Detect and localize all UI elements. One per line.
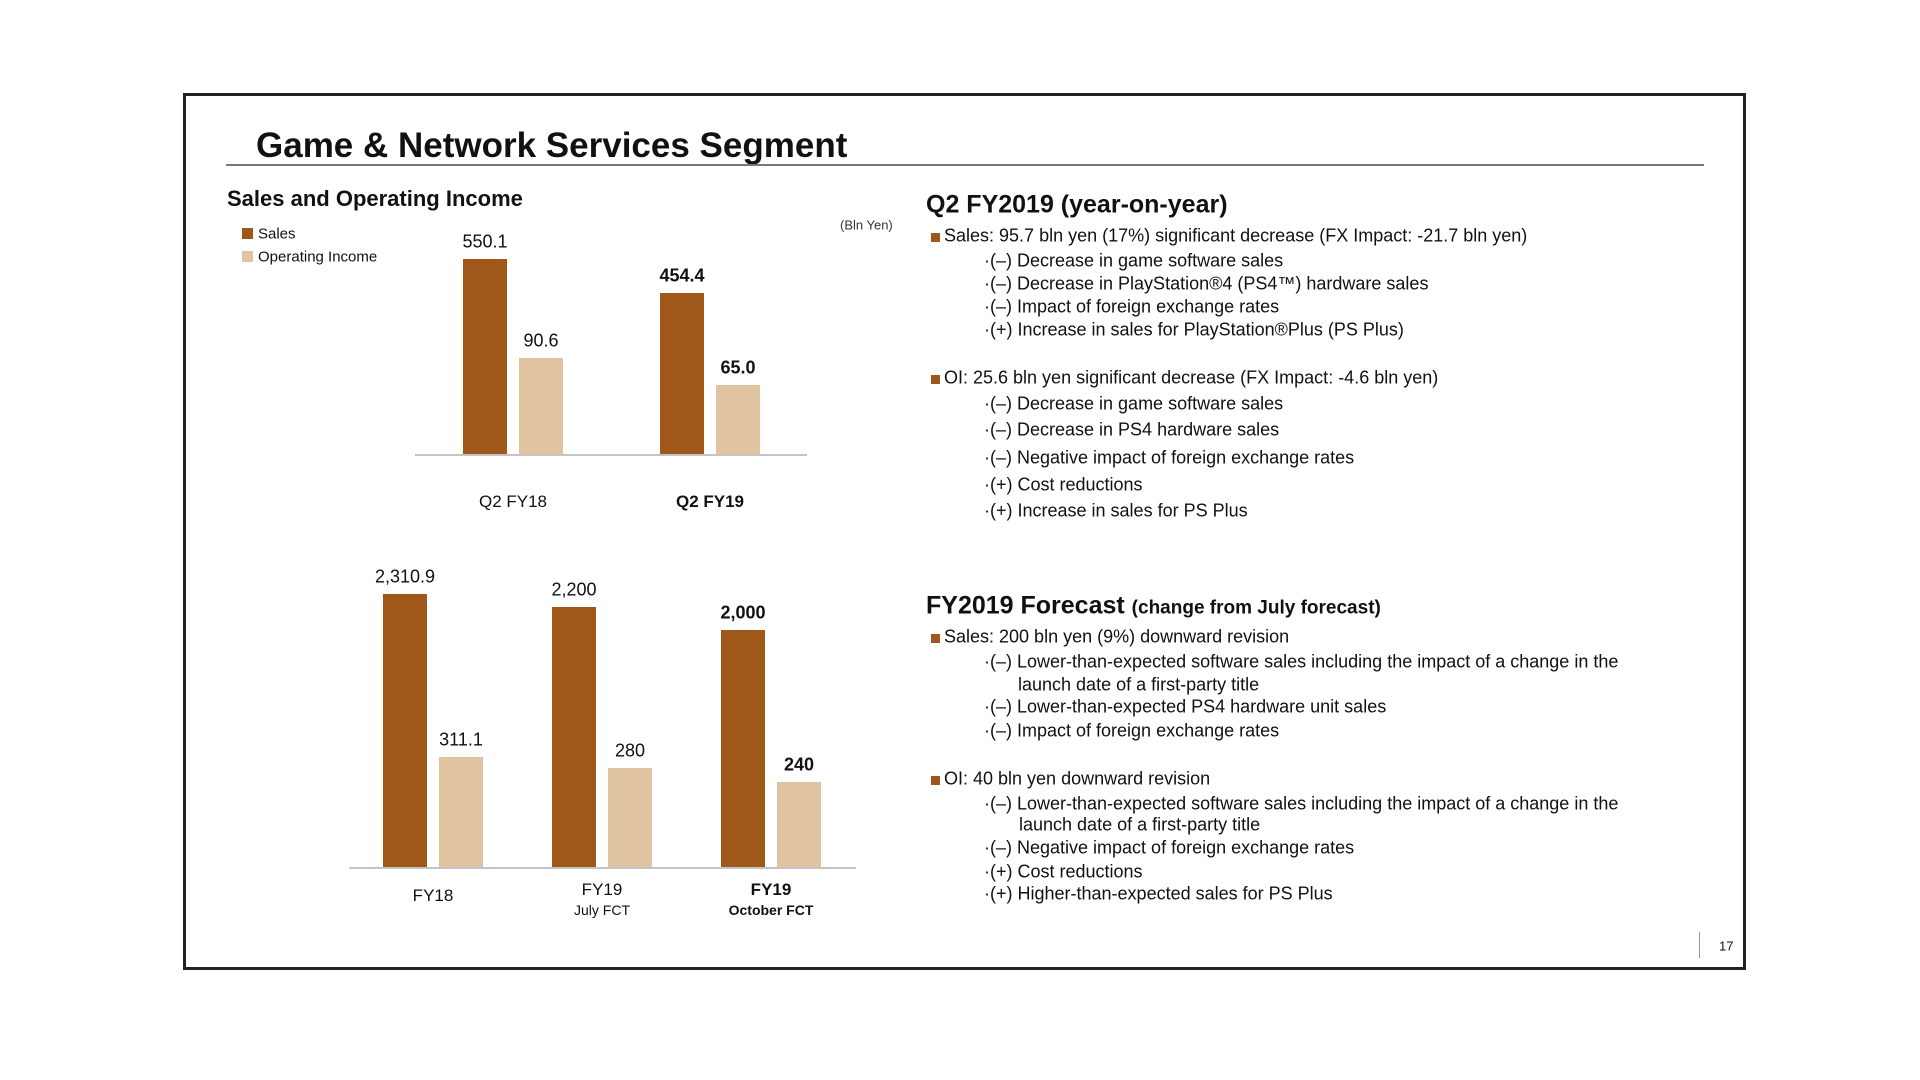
- data-label: 550.1: [462, 231, 508, 252]
- page-number: 17: [1719, 938, 1734, 954]
- data-label: 240: [783, 754, 815, 775]
- forecast-sales-item: launch date of a first-party title: [1018, 674, 1260, 695]
- bullet-square-icon: [931, 375, 940, 384]
- unit-label: (Bln Yen): [840, 217, 893, 233]
- bullet-square-icon: [931, 634, 940, 643]
- bar-operating-income: [519, 357, 563, 454]
- forecast-oi-headline: OI: 40 bln yen downward revision: [944, 768, 1211, 789]
- data-label: 2,200: [551, 579, 597, 600]
- chart-section-title: Sales and Operating Income: [227, 186, 523, 211]
- legend-label-sales: Sales: [258, 225, 296, 243]
- q2-sales-item: ·(–) Decrease in PlayStation®4 (PS4™) ha…: [984, 273, 1429, 294]
- bullet-square-icon: [931, 233, 940, 242]
- q2-oi-item: ·(–) Negative impact of foreign exchange…: [984, 447, 1355, 468]
- q2-oi-item: ·(–) Decrease in PS4 hardware sales: [984, 419, 1280, 440]
- bar-sales: [463, 258, 507, 454]
- forecast-oi-item: ·(–) Lower-than-expected software sales …: [984, 793, 1619, 814]
- forecast-oi-item: launch date of a first-party title: [1019, 814, 1261, 835]
- forecast-oi-item: ·(+) Cost reductions: [984, 861, 1143, 882]
- data-label: 311.1: [439, 729, 483, 750]
- forecast-oi-item: ·(–) Negative impact of foreign exchange…: [984, 837, 1355, 858]
- forecast-sales-item: ·(–) Lower-than-expected software sales …: [984, 651, 1619, 672]
- bar-sales: [552, 606, 596, 867]
- data-label: 2,310.9: [374, 566, 436, 587]
- data-label: 90.6: [523, 330, 559, 351]
- x-tick-label: Q2 FY18: [478, 492, 548, 511]
- q2-oi-headline: OI: 25.6 bln yen significant decrease (F…: [944, 367, 1439, 388]
- data-label: 2,000: [720, 602, 766, 623]
- bar-sales: [721, 630, 765, 867]
- bar-sales: [383, 593, 427, 867]
- legend-label-operating-income: Operating Income: [258, 248, 378, 266]
- slide-title: Game & Network Services Segment: [256, 126, 848, 165]
- bar-operating-income: [777, 782, 821, 867]
- x-tick-label: Q2 FY19: [675, 492, 745, 511]
- x-tick-sublabel: October FCT: [728, 902, 814, 918]
- title-underline: [226, 164, 1704, 166]
- data-label: 65.0: [720, 357, 756, 378]
- page-number-divider: [1699, 932, 1700, 958]
- q2-sales-headline: Sales: 95.7 bln yen (17%) significant de…: [944, 225, 1528, 246]
- legend-swatch-operating-income: [242, 251, 253, 262]
- slide-frame: [183, 93, 1746, 970]
- forecast-sales-item: ·(–) Lower-than-expected PS4 hardware un…: [984, 696, 1387, 717]
- x-axis-line: [415, 454, 807, 456]
- forecast-heading-note: (change from July forecast): [1131, 597, 1381, 619]
- q2-sales-item: ·(–) Impact of foreign exchange rates: [984, 296, 1280, 317]
- x-axis-line: [349, 867, 856, 869]
- bar-operating-income: [439, 756, 483, 867]
- bar-sales: [660, 292, 704, 454]
- bullet-square-icon: [931, 776, 940, 785]
- q2-oi-item: ·(+) Increase in sales for PS Plus: [984, 500, 1248, 521]
- forecast-sales-headline: Sales: 200 bln yen (9%) downward revisio…: [944, 626, 1290, 647]
- forecast-sales-item: ·(–) Impact of foreign exchange rates: [984, 720, 1280, 741]
- x-tick-sublabel: July FCT: [574, 902, 630, 918]
- forecast-heading-text: FY2019 Forecast: [926, 591, 1125, 620]
- forecast-oi-item: ·(+) Higher-than-expected sales for PS P…: [984, 883, 1333, 904]
- q2-sales-item: ·(–) Decrease in game software sales: [984, 250, 1284, 271]
- data-label: 280: [614, 740, 646, 761]
- legend-swatch-sales: [242, 228, 253, 239]
- data-label: 454.4: [659, 265, 705, 286]
- q2-oi-item: ·(–) Decrease in game software sales: [984, 393, 1284, 414]
- q2-heading: Q2 FY2019 (year-on-year): [926, 190, 1228, 219]
- x-tick-label: FY18: [412, 886, 454, 905]
- x-tick-label: FY19: [750, 880, 792, 899]
- q2-oi-item: ·(+) Cost reductions: [984, 474, 1143, 495]
- q2-sales-item: ·(+) Increase in sales for PlayStation®P…: [984, 319, 1404, 340]
- bar-operating-income: [716, 385, 760, 454]
- forecast-heading: FY2019 Forecast (change from July foreca…: [926, 592, 1381, 621]
- bar-operating-income: [608, 767, 652, 867]
- x-tick-label: FY19: [581, 880, 623, 899]
